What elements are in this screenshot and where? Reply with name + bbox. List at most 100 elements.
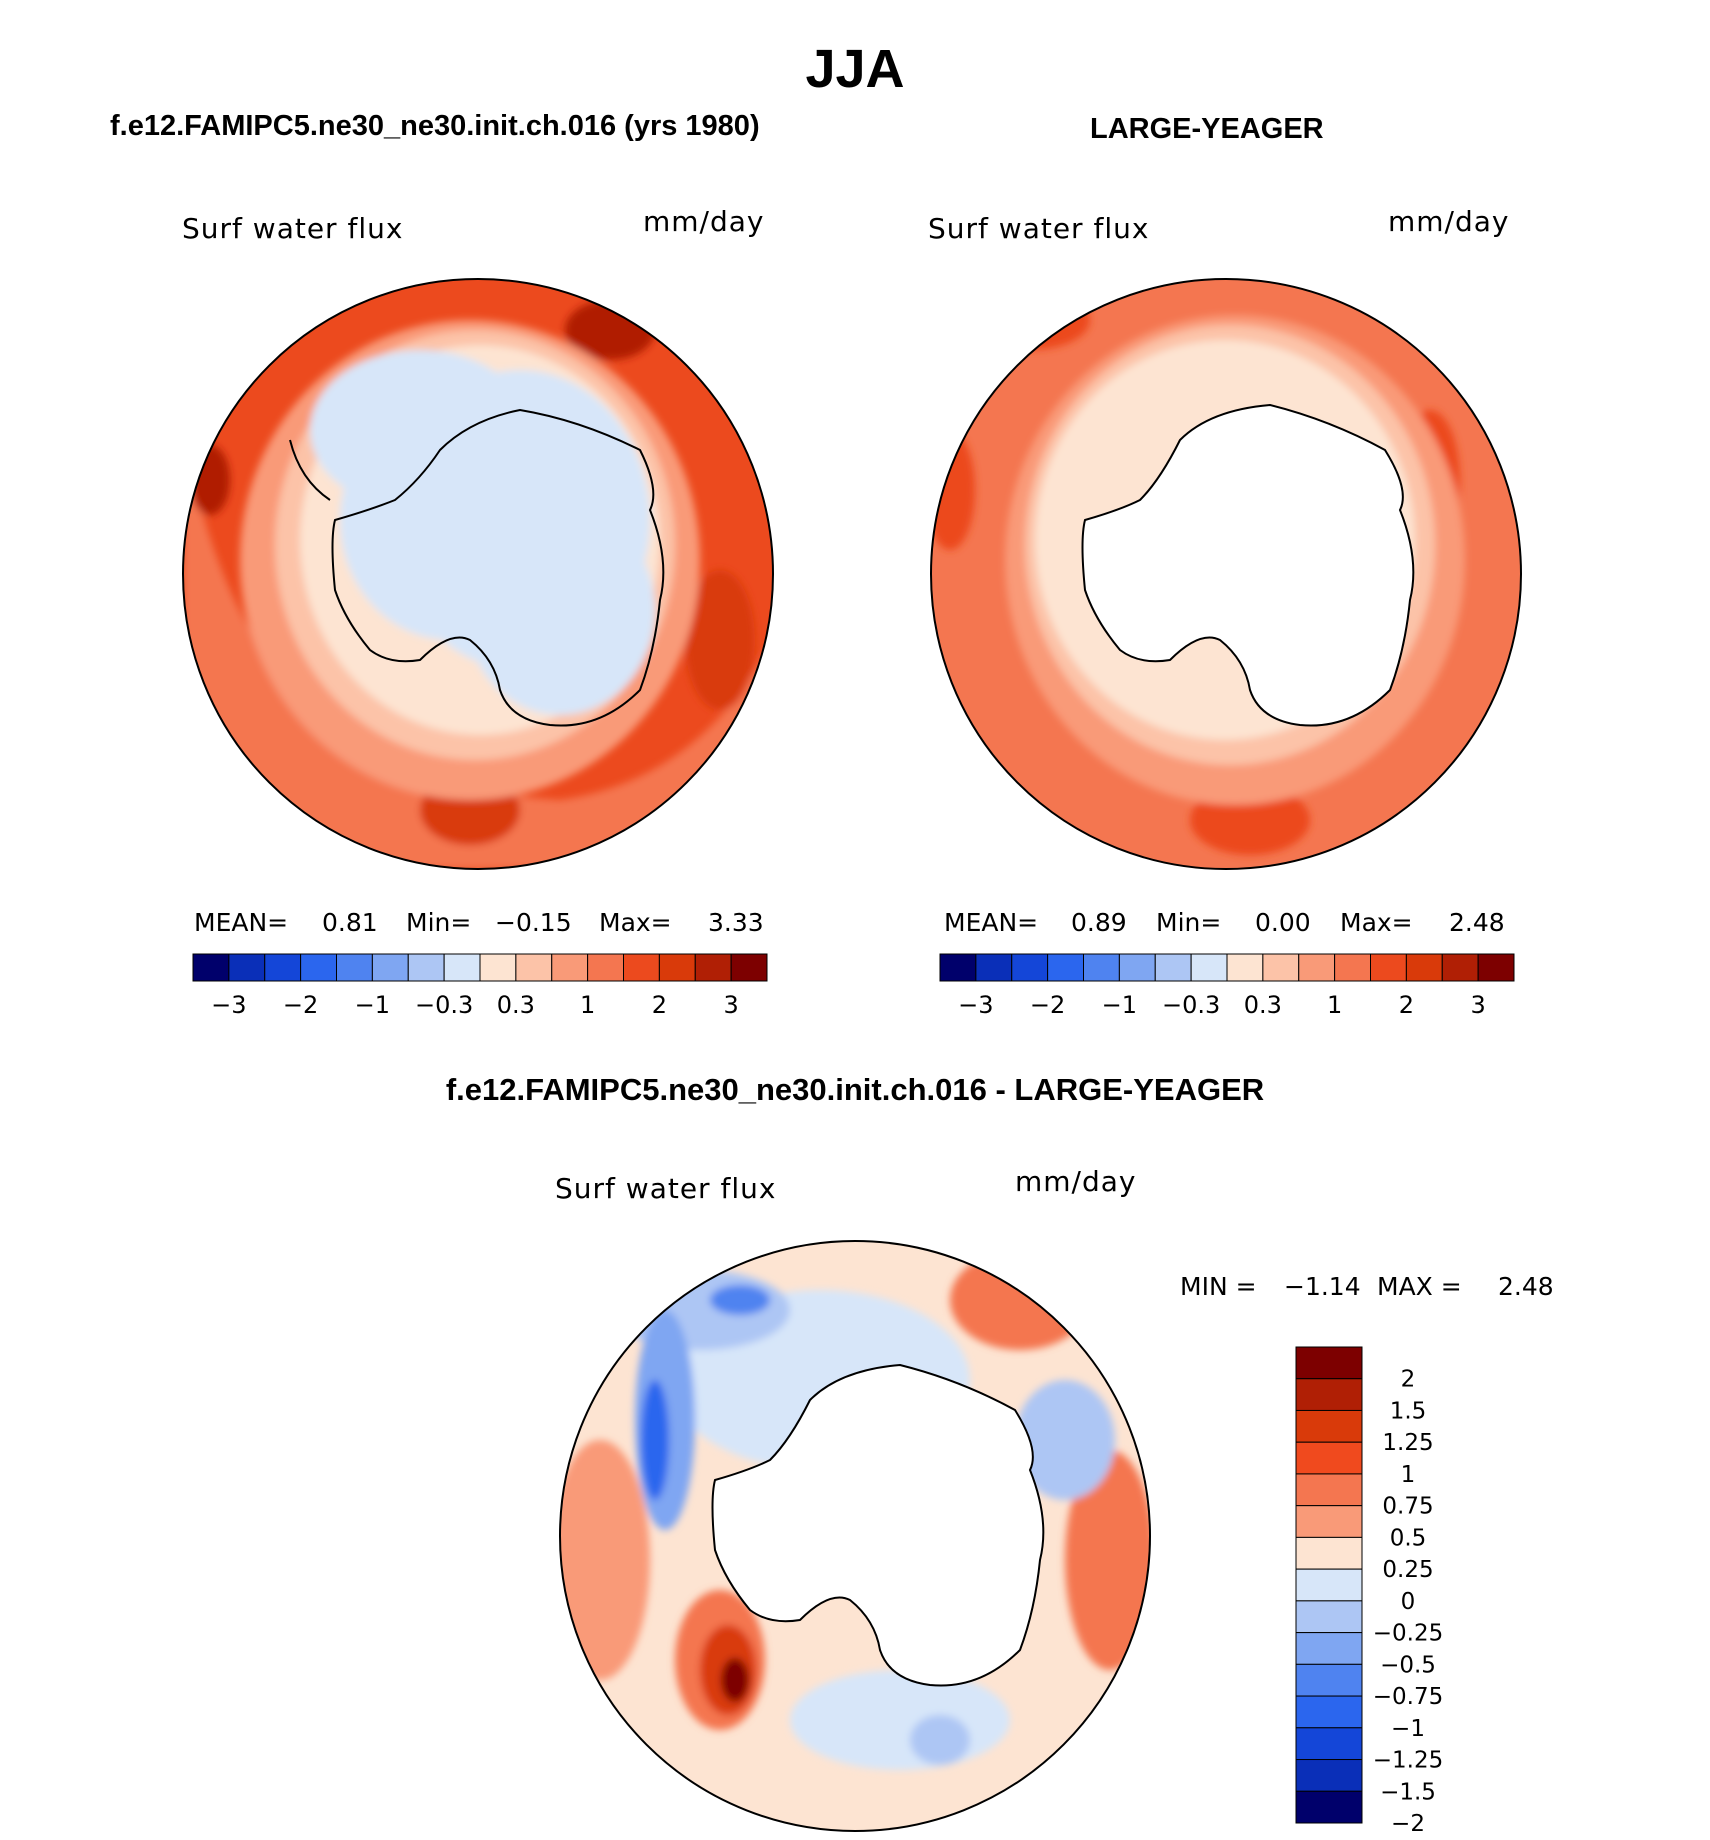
- colorbar-tick-label: −2: [283, 991, 318, 1019]
- colorbar-swatch: [1083, 953, 1120, 982]
- colorbar-swatch: [975, 953, 1013, 982]
- panel2-units-label: mm/day: [1388, 205, 1510, 238]
- colorbar-swatch: [694, 953, 732, 982]
- panel1-title: f.e12.FAMIPC5.ne30_ne30.init.ch.016 (yrs…: [110, 110, 760, 142]
- colorbar-swatch: [1295, 1600, 1363, 1634]
- colorbar-tick-label: 0.5: [1390, 1525, 1427, 1551]
- colorbar-tick-label: −2: [1391, 1811, 1425, 1837]
- colorbar-swatch: [1298, 953, 1336, 982]
- colorbar-swatch: [1118, 953, 1156, 982]
- colorbar-tick-label: 3: [723, 991, 738, 1019]
- panel2-title: LARGE-YEAGER: [1090, 113, 1324, 145]
- panel1-min-value: −0.15: [495, 908, 572, 937]
- colorbar-swatch: [479, 953, 517, 982]
- colorbar-tick-label: −0.25: [1373, 1621, 1443, 1647]
- colorbar-swatch: [1295, 1759, 1363, 1792]
- colorbar-swatch: [1295, 1378, 1363, 1411]
- colorbar-swatch: [1154, 953, 1192, 982]
- panel1-max-label: Max=: [599, 908, 672, 937]
- panel2-variable-label: Surf water flux: [928, 212, 1150, 245]
- colorbar-swatch: [515, 953, 553, 982]
- colorbar-tick-label: −0.75: [1373, 1684, 1443, 1710]
- colorbar-swatch: [192, 953, 230, 982]
- colorbar-tick-label: 1: [1401, 1462, 1416, 1488]
- colorbar-swatch: [407, 953, 445, 982]
- diff-max-label: MAX =: [1377, 1272, 1462, 1301]
- colorbar-swatch: [1295, 1441, 1363, 1475]
- panel2-map: [931, 279, 1521, 869]
- colorbar-swatch: [1295, 1409, 1363, 1443]
- colorbar-swatch: [730, 953, 768, 982]
- panel1-max-value: 3.33: [708, 908, 764, 937]
- panel1-map: [183, 279, 773, 869]
- colorbar-swatch: [1477, 953, 1515, 982]
- colorbar-tick-label: −0.3: [1162, 991, 1220, 1019]
- colorbar-tick-label: 0.3: [1244, 991, 1282, 1019]
- diff-map-border: [559, 1240, 1151, 1832]
- colorbar-tick-label: −3: [211, 991, 246, 1019]
- colorbar-swatch: [1405, 953, 1443, 982]
- colorbar-tick-label: −0.3: [415, 991, 473, 1019]
- colorbar-swatch: [1262, 953, 1300, 982]
- panel1-mean-label: MEAN=: [194, 908, 289, 937]
- diff-min-label: MIN =: [1180, 1272, 1257, 1301]
- colorbar-swatch: [1370, 953, 1407, 982]
- panel1-min-label: Min=: [406, 908, 472, 937]
- panel1-map-border: [182, 278, 774, 870]
- panel2-mean-label: MEAN=: [944, 908, 1039, 937]
- diff-colorbar: [1295, 1346, 1363, 1824]
- colorbar-swatch: [587, 953, 624, 982]
- diff-colorbar-tick-labels: 2 1.5 1.25 1 0.75 0.5 0.25 0 −0.25 −0.5 −0.75 −1 −1.…: [1373, 1367, 1443, 1837]
- colorbar-swatch: [371, 953, 409, 982]
- colorbar-swatch: [336, 953, 373, 982]
- colorbar-tick-label: 2: [1401, 1367, 1416, 1393]
- colorbar-swatch: [228, 953, 266, 982]
- colorbar-tick-label: −1: [355, 991, 390, 1019]
- colorbar-swatch: [939, 953, 977, 982]
- colorbar-swatch: [1011, 953, 1049, 982]
- colorbar-swatch: [1295, 1790, 1363, 1824]
- diff-map: [560, 1241, 1150, 1831]
- colorbar-tick-label: −2: [1030, 991, 1065, 1019]
- colorbar-swatch: [1226, 953, 1264, 982]
- colorbar-tick-labels: −3 −2 −1 −0.3 0.3 1 2 3 −3 −2 −1 −0.3 0.3 1 2 3: [211, 991, 1486, 1019]
- colorbar-swatch: [658, 953, 696, 982]
- diff-max-value: 2.48: [1498, 1272, 1554, 1301]
- colorbar-tick-label: 0.75: [1382, 1494, 1433, 1520]
- colorbar-tick-label: 1.5: [1390, 1398, 1427, 1424]
- panel2-mean-value: 0.89: [1071, 908, 1127, 937]
- colorbar-swatch: [1295, 1505, 1363, 1538]
- diff-min-value: −1.14: [1284, 1272, 1361, 1301]
- colorbar-tick-label: 1.25: [1382, 1430, 1433, 1456]
- panel2-max-label: Max=: [1340, 908, 1413, 937]
- colorbar-swatch: [264, 953, 302, 982]
- colorbar-swatch: [1295, 1632, 1363, 1665]
- colorbar-swatch: [1295, 1473, 1363, 1507]
- panel1-colorbar: [192, 953, 768, 982]
- panel2-max-value: 2.48: [1449, 908, 1505, 937]
- colorbar-swatch: [1047, 953, 1084, 982]
- main-title: JJA: [805, 39, 905, 99]
- panel1-variable-label: Surf water flux: [182, 212, 404, 245]
- colorbar-tick-label: −1: [1102, 991, 1137, 1019]
- colorbar-tick-label: −1: [1391, 1716, 1425, 1742]
- panel2-min-label: Min=: [1156, 908, 1222, 937]
- colorbar-swatch: [1190, 953, 1228, 982]
- panel1-units-label: mm/day: [643, 205, 765, 238]
- colorbar-swatch: [623, 953, 660, 982]
- colorbar-swatch: [1334, 953, 1371, 982]
- colorbar-swatch: [1295, 1346, 1363, 1380]
- panel2-map-border: [930, 278, 1522, 870]
- colorbar-tick-label: −1.5: [1380, 1779, 1436, 1805]
- diff-units-label: mm/day: [1015, 1165, 1137, 1198]
- colorbar-tick-label: −3: [958, 991, 993, 1019]
- colorbar-swatch: [551, 953, 589, 982]
- colorbar-swatch: [1295, 1695, 1363, 1729]
- colorbar-tick-label: 2: [652, 991, 667, 1019]
- panel2-colorbar: [939, 953, 1515, 982]
- diff-variable-label: Surf water flux: [555, 1172, 777, 1205]
- colorbar-swatch: [1295, 1568, 1363, 1602]
- colorbar-swatch: [300, 953, 337, 982]
- colorbar-tick-label: −1.25: [1373, 1748, 1443, 1774]
